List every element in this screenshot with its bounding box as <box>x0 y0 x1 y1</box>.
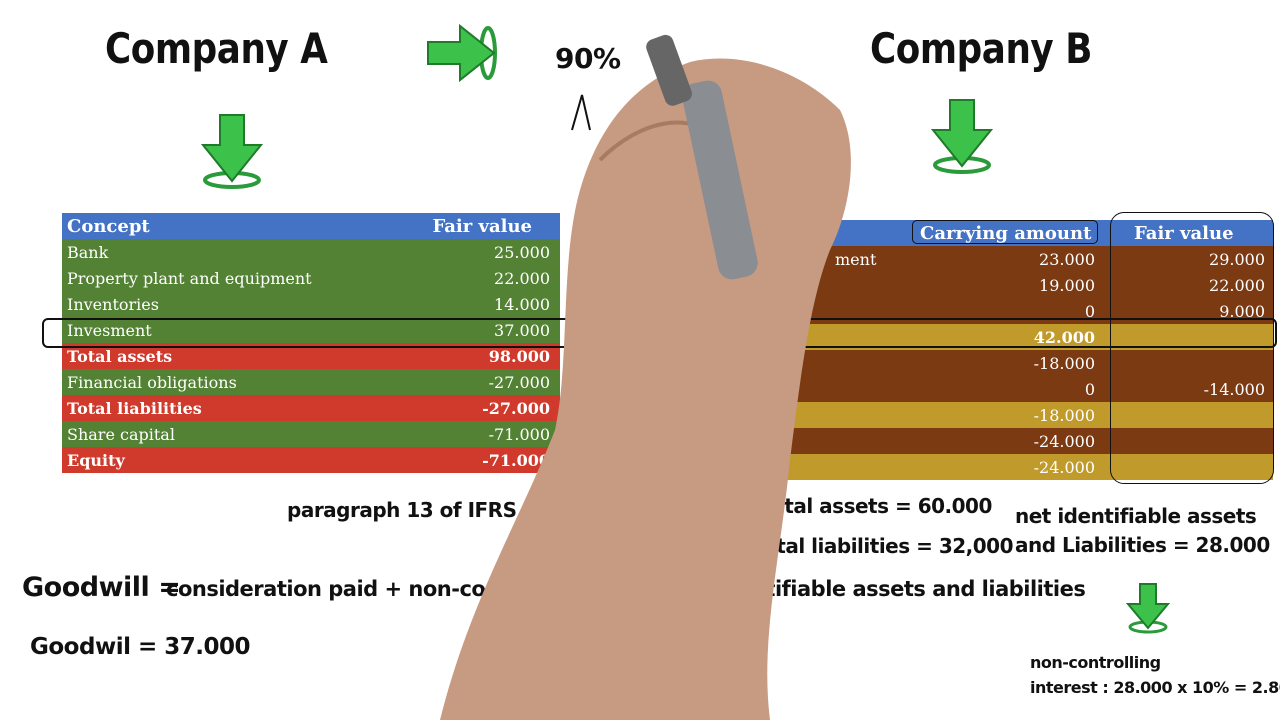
table-row: -18.000 <box>780 350 1273 376</box>
arrow-right-icon <box>427 23 497 83</box>
row-concept: Share capital <box>67 424 175 444</box>
table-row: Bank 25.000 <box>62 239 560 265</box>
table-row: -24.000 <box>780 454 1273 480</box>
table-row: Inventories 14.000 <box>62 291 560 317</box>
row-carrying-amount: -18.000 <box>1033 353 1095 373</box>
row-concept: Total liabilities <box>67 398 202 418</box>
row-fair-value: -71.000 <box>488 424 550 444</box>
row-fair-value: -14.000 <box>1203 379 1265 399</box>
table-row: Property plant and equipment 22.000 <box>62 265 560 291</box>
table-row: ment 23.000 29.000 <box>780 246 1273 272</box>
header-concept: Concept <box>67 215 150 237</box>
table-row: Invesment 37.000 <box>62 317 560 343</box>
company-a-title: Company A <box>105 24 328 73</box>
row-fair-value: 9.000 <box>1219 301 1265 321</box>
table-header: Carrying amount Fair value <box>780 220 1273 246</box>
goodwill-label: Goodwill = <box>22 572 181 603</box>
total-assets-note: total assets = 60.000 <box>762 494 992 518</box>
goodwill-formula-left: consideration paid + non-contro <box>166 577 534 601</box>
header-fair-value: Fair value <box>1134 222 1234 244</box>
row-concept: Bank <box>67 242 109 262</box>
hand-with-marker <box>440 34 851 720</box>
company-a-table: Concept Fair value Bank 25.000 Property pl… <box>62 213 560 473</box>
table-row: Financial obligations -27.000 <box>62 369 560 395</box>
header-carrying-amount: Carrying amount <box>920 222 1092 244</box>
arrow-down-icon <box>200 114 264 189</box>
row-fair-value: 22.000 <box>494 268 550 288</box>
row-carrying-amount: 19.000 <box>1039 275 1095 295</box>
row-fair-value: 14.000 <box>494 294 550 314</box>
row-fair-value: 25.000 <box>494 242 550 262</box>
goodwill-result: Goodwil = 37.000 <box>30 634 251 660</box>
row-fair-value: -71.000 <box>482 450 550 470</box>
row-concept: Property plant and equipment <box>67 268 312 288</box>
row-concept: ment <box>835 249 877 269</box>
table-row: 19.000 22.000 <box>780 272 1273 298</box>
row-fair-value: 29.000 <box>1209 249 1265 269</box>
total-liabilities-note: total liabilities = 32,000 <box>754 534 1014 558</box>
row-carrying-amount: -24.000 <box>1033 431 1095 451</box>
table-row: Total liabilities -27.000 <box>62 395 560 421</box>
row-carrying-amount: 23.000 <box>1039 249 1095 269</box>
row-fair-value: 22.000 <box>1209 275 1265 295</box>
row-carrying-amount: -24.000 <box>1033 457 1095 477</box>
row-concept: Total assets <box>67 346 173 366</box>
row-carrying-amount: 42.000 <box>1033 327 1095 347</box>
arrow-down-icon <box>930 99 994 174</box>
net-assets-note-2: and Liabilities = 28.000 <box>1015 533 1270 557</box>
carrying-header-highlight <box>912 220 1098 244</box>
nci-note-2: interest : 28.000 x 10% = 2.800 <box>1030 678 1280 697</box>
table-row: 42.000 <box>780 324 1273 350</box>
company-b-title: Company B <box>870 24 1093 73</box>
row-fair-value: -27.000 <box>482 398 550 418</box>
row-carrying-amount: 0 <box>1084 301 1095 321</box>
row-concept: Financial obligations <box>67 372 237 392</box>
row-concept: Inventories <box>67 294 159 314</box>
fair-value-highlight <box>1110 212 1274 484</box>
row-fair-value: 37.000 <box>494 320 550 340</box>
row-concept: Equity <box>67 450 125 470</box>
row-carrying-amount: 0 <box>1084 379 1095 399</box>
row-fair-value: 98.000 <box>488 346 550 366</box>
table-row: 0 -14.000 <box>780 376 1273 402</box>
table-row: -18.000 <box>780 402 1273 428</box>
goodwill-formula-right: identifiable assets and liabilities <box>716 577 1086 601</box>
ownership-percent: 90% <box>555 42 621 75</box>
table-row: -24.000 <box>780 428 1273 454</box>
row-concept: Invesment <box>67 320 152 340</box>
row-fair-value: -27.000 <box>488 372 550 392</box>
paragraph-note: paragraph 13 of IFRS 3 <box>287 498 537 522</box>
table-row: Share capital -71.000 <box>62 421 560 447</box>
table-row: Equity -71.000 <box>62 447 560 473</box>
arrow-down-icon <box>1125 583 1171 634</box>
table-header: Concept Fair value <box>62 213 560 239</box>
nci-note-1: non-controlling <box>1030 653 1161 672</box>
arrow-up-sketch <box>571 94 591 131</box>
header-fair-value: Fair value <box>432 215 532 237</box>
row-carrying-amount: -18.000 <box>1033 405 1095 425</box>
net-assets-note-1: net identifiable assets <box>1015 504 1257 528</box>
